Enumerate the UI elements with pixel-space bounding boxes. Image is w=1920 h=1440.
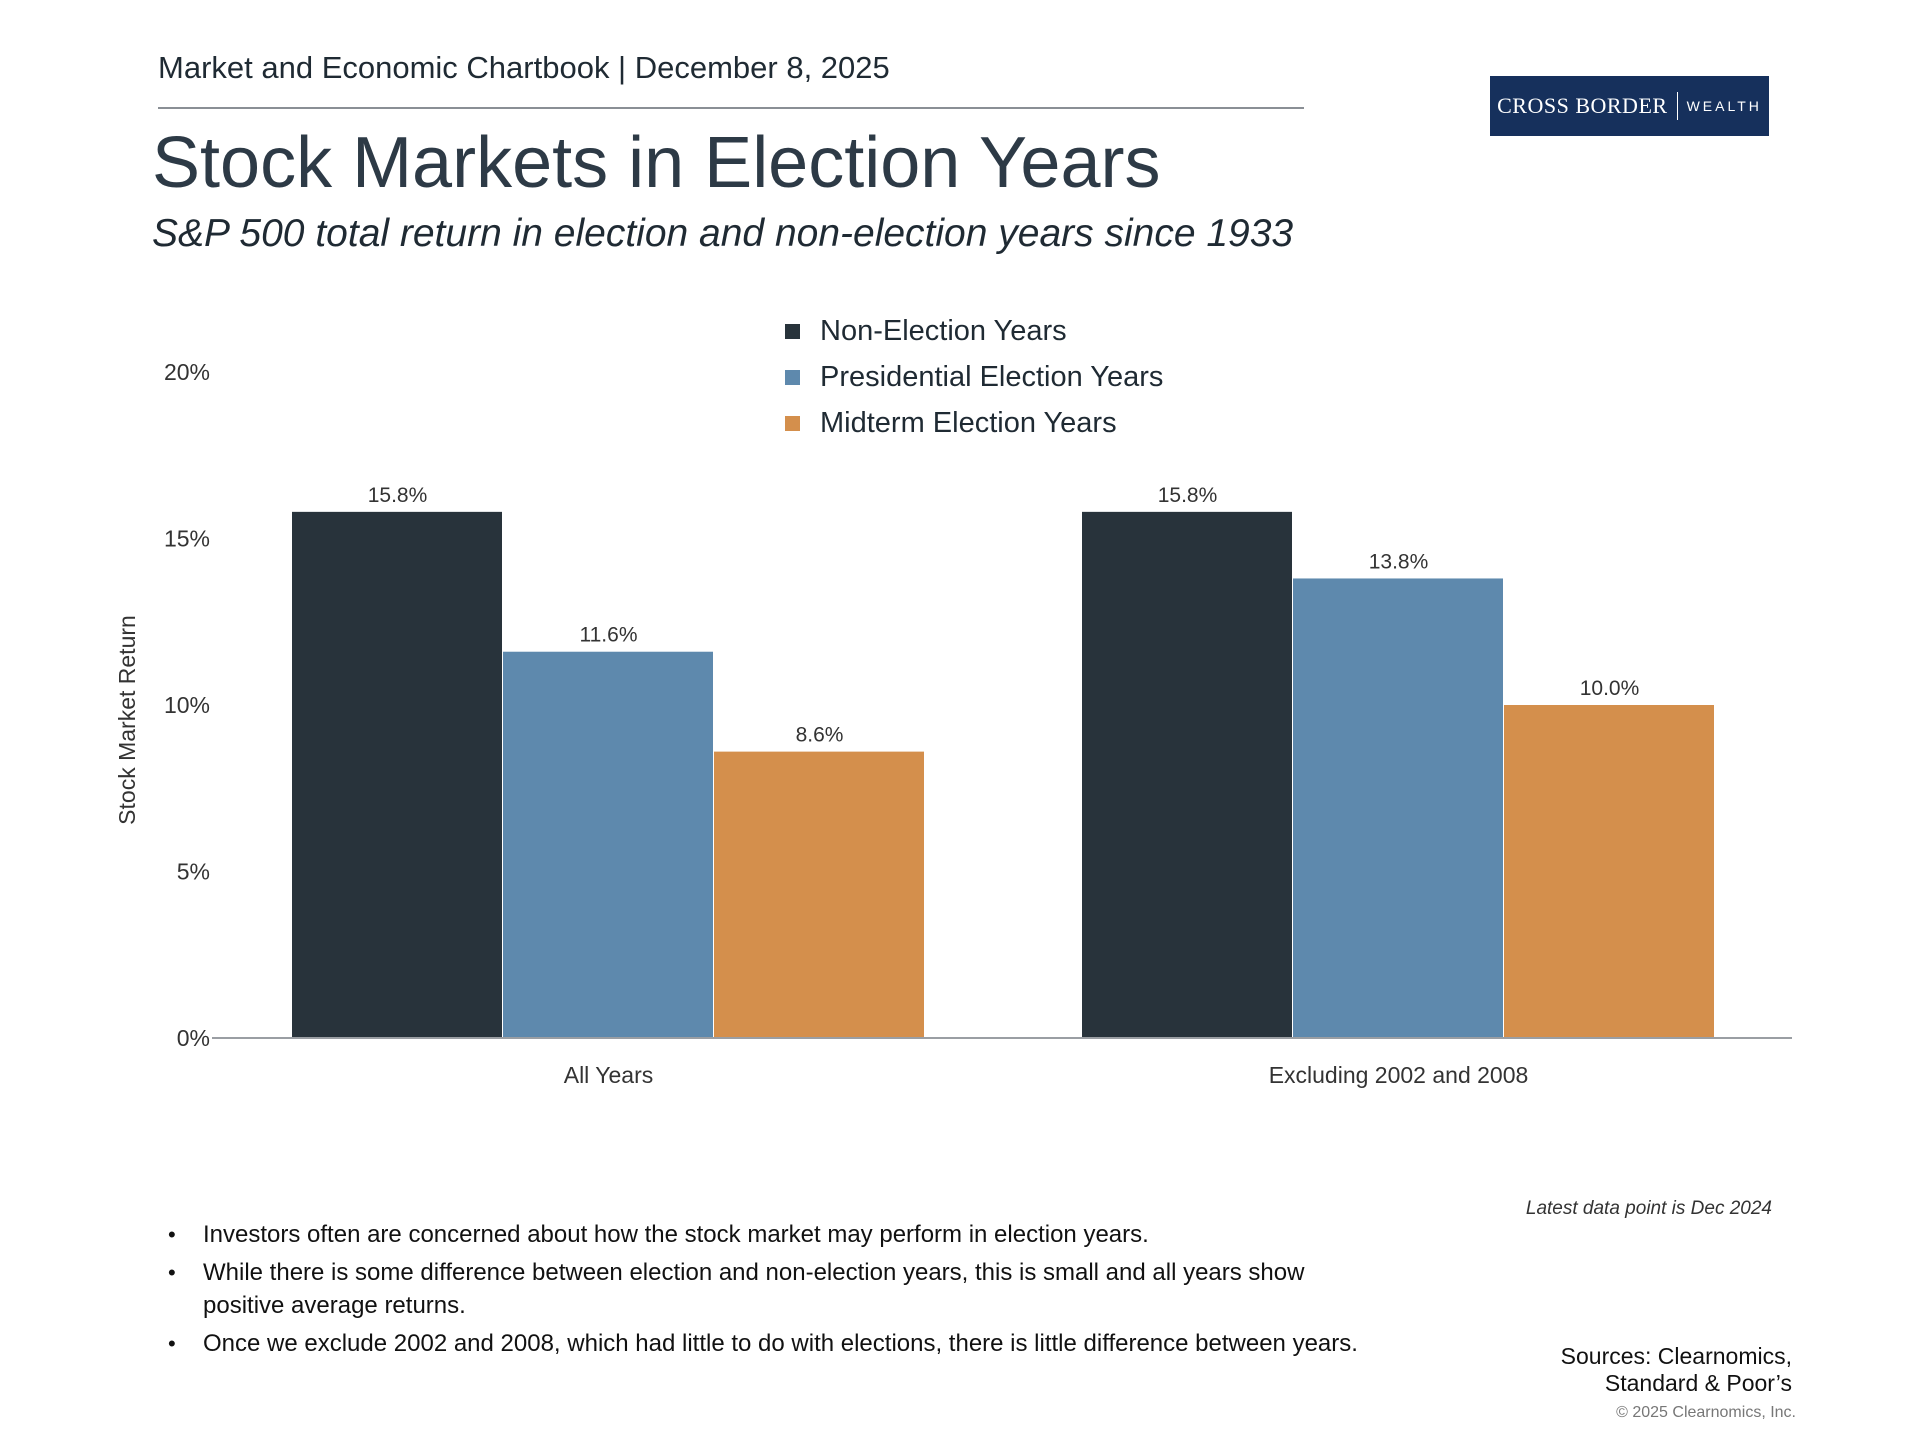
sources-line: Standard & Poor’s <box>1604 1370 1792 1396</box>
bar-chart: 0% 5% 10% 15% 20% Stock Market Return 15.8% 15.… <box>114 315 1792 1088</box>
bar-1-0 <box>1082 511 1292 1038</box>
y-tick-label: 5% <box>177 859 210 885</box>
key-point: Once we exclude 2002 and 2008, which had… <box>168 1327 1388 1360</box>
y-tick-label: 10% <box>164 692 210 718</box>
legend-swatch <box>785 416 800 431</box>
page-subtitle: S&P 500 total return in election and non… <box>152 212 1294 255</box>
legend-entry: Presidential Election Years <box>820 361 1163 393</box>
y-axis-label: Stock Market Return <box>114 615 140 825</box>
copyright: © 2025 Clearnomics, Inc. <box>1616 1404 1796 1421</box>
bar-1-1 <box>1293 578 1503 1038</box>
key-points-list: Investors often are concerned about how … <box>168 1218 1388 1365</box>
y-tick-label: 15% <box>164 526 210 552</box>
logo-main-text: CROSS BORDER <box>1497 93 1668 118</box>
legend-entry: Non-Election Years <box>820 315 1067 347</box>
data-label: 11.6% <box>580 624 638 647</box>
chartbook-date-label: Market and Economic Chartbook | December… <box>158 50 890 85</box>
x-category-label: All Years <box>564 1062 654 1088</box>
data-label: 13.8% <box>1369 550 1429 573</box>
bar-0-1 <box>503 651 713 1038</box>
latest-data-note: Latest data point is Dec 2024 <box>1525 1198 1772 1219</box>
legend-swatch <box>785 324 800 339</box>
data-label: 15.8% <box>1158 484 1218 507</box>
bar-1-2 <box>1504 705 1714 1038</box>
key-point: Investors often are concerned about how … <box>168 1218 1388 1251</box>
legend-swatch <box>785 370 800 385</box>
legend-entry: Midterm Election Years <box>820 407 1117 439</box>
logo-sub-text: WEALTH <box>1686 98 1762 114</box>
header-divider <box>158 107 1304 109</box>
bar-0-0 <box>292 511 502 1038</box>
bar-0-2 <box>714 751 924 1038</box>
logo-separator <box>1676 92 1678 120</box>
y-tick-label: 0% <box>177 1025 210 1051</box>
key-point: While there is some difference between e… <box>168 1256 1388 1322</box>
page-title: Stock Markets in Election Years <box>152 123 1161 203</box>
data-label: 15.8% <box>368 484 428 507</box>
x-category-label: Excluding 2002 and 2008 <box>1269 1062 1529 1088</box>
data-label: 8.6% <box>796 724 844 747</box>
sources-line: Sources: Clearnomics, <box>1560 1343 1792 1369</box>
y-tick-label: 20% <box>164 359 210 385</box>
company-logo: CROSS BORDER WEALTH <box>1490 76 1769 136</box>
data-label: 10.0% <box>1580 677 1640 700</box>
sources: Sources: Clearnomics, Standard & Poor’s <box>1561 1343 1792 1397</box>
